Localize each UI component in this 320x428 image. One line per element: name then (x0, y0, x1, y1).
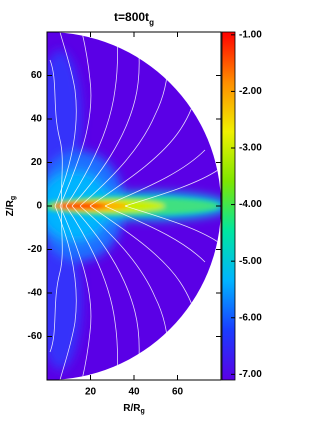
colorbar-tick-label: -7.00 (239, 369, 262, 380)
y-tick-label: 60 (31, 70, 43, 81)
colorbar (221, 31, 236, 381)
x-label-text: R/R (123, 403, 141, 414)
y-axis-label: Z/Rg (5, 196, 18, 216)
y-label-subscript: g (10, 196, 17, 200)
x-tick-label: 60 (172, 387, 184, 398)
x-tick-label: 20 (85, 387, 97, 398)
y-tick-label: 0 (36, 201, 42, 212)
title-text: t=800t (114, 10, 149, 24)
colorbar-tick-label: -4.00 (239, 199, 262, 210)
y-tick-label: -20 (28, 244, 43, 255)
y-tick-label: 20 (31, 157, 43, 168)
colorbar-tick-label: -2.00 (239, 86, 262, 97)
y-label-text: Z/R (5, 199, 16, 216)
chart: t=800tg (5, 10, 263, 416)
y-tick-label: -60 (28, 331, 43, 342)
x-tick-label: 40 (128, 387, 140, 398)
title-subscript: g (149, 18, 154, 27)
field (47, 32, 221, 380)
colorbar-tick-label: -1.00 (239, 29, 262, 40)
chart-title: t=800tg (114, 10, 154, 26)
y-tick-label: -40 (28, 288, 43, 299)
colorbar-tick-label: -5.00 (239, 256, 262, 267)
colorbar-tick-label: -3.00 (239, 143, 262, 154)
x-axis-label: R/Rg (123, 403, 145, 416)
x-label-subscript: g (140, 408, 144, 415)
colorbar-tick-label: -6.00 (239, 312, 262, 323)
y-tick-label: 40 (31, 114, 43, 125)
